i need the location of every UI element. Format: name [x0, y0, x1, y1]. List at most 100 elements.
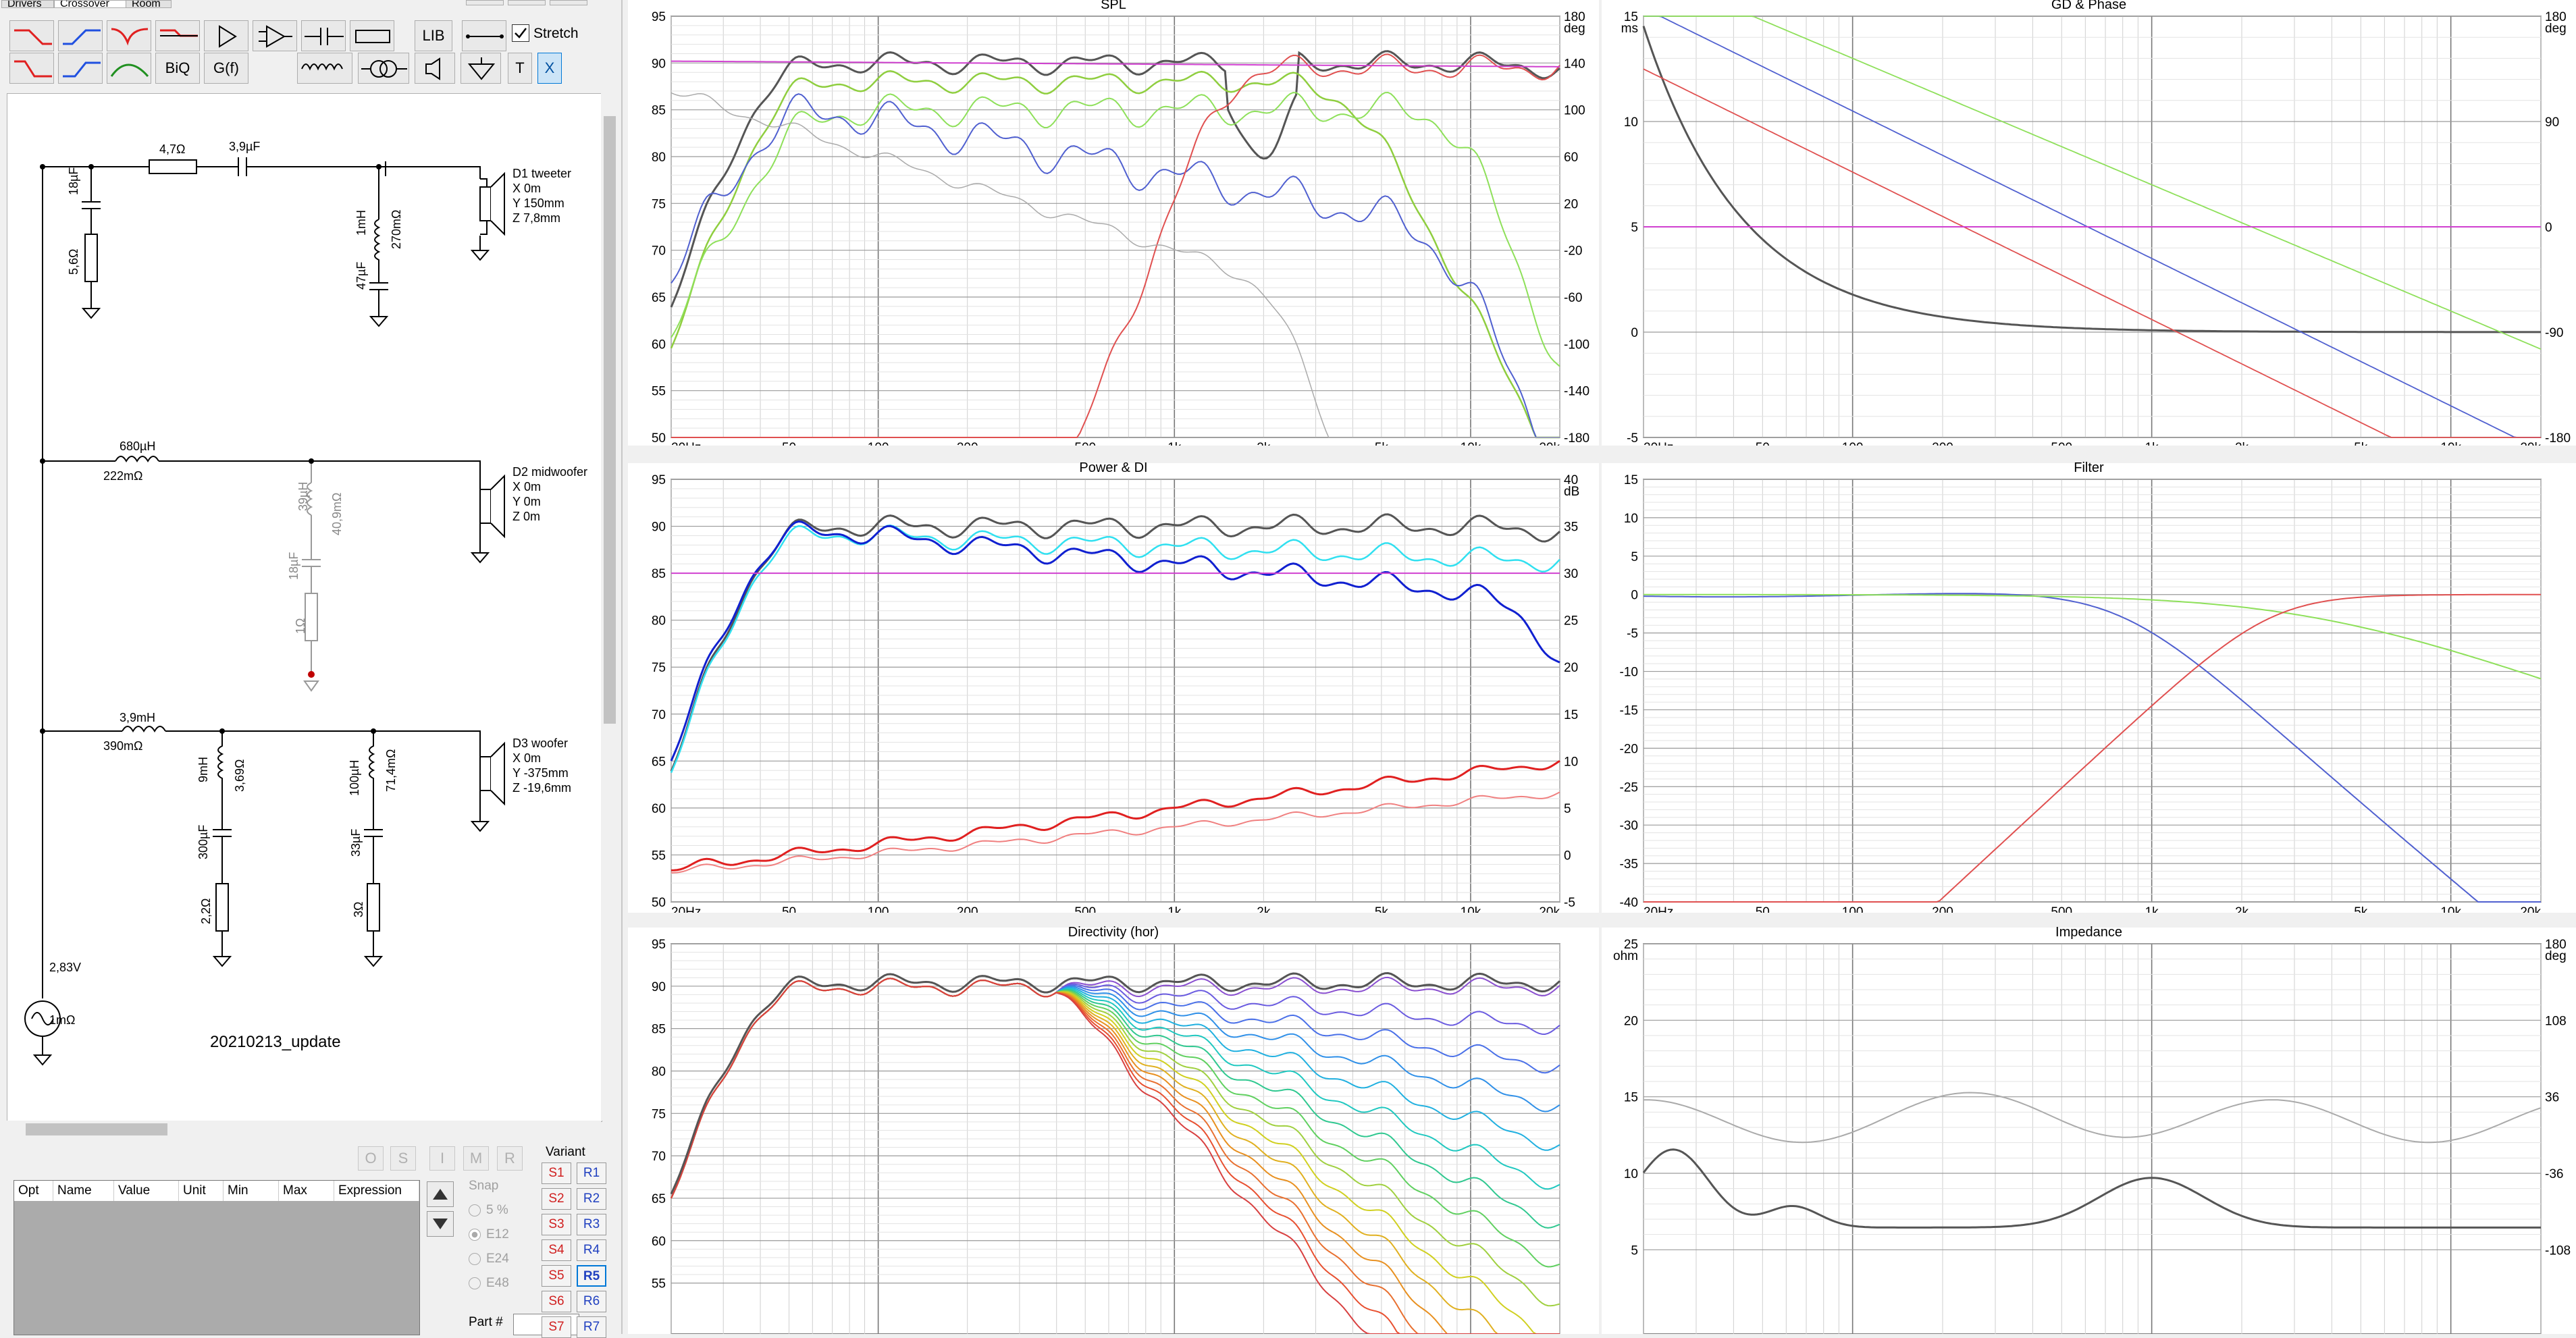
d1-name-label: D1 tweeter [512, 167, 571, 180]
snap-option-e48[interactable]: E48 [469, 1276, 509, 1291]
snap-option-e12[interactable]: E12 [469, 1227, 509, 1242]
highpass-2-button[interactable] [58, 53, 103, 84]
tab-drivers[interactable]: Drivers [1, 0, 54, 8]
hscroll-thumb[interactable] [26, 1123, 167, 1135]
power-di-chart[interactable]: Power & DI 95 90 85 80 75 70 65 60 55 50 40 35 30 25 20… [628, 460, 1599, 919]
variant-recall-r7[interactable]: R7 [577, 1316, 606, 1338]
gf-button[interactable]: G(f) [204, 53, 248, 84]
move-down-button[interactable] [427, 1211, 454, 1237]
y-tick-label: 80 [652, 614, 666, 628]
gd-phase-chart[interactable]: GD & Phase151050-5ms180900-90-180deg20Hz… [1602, 0, 2576, 455]
vscroll-thumb[interactable] [604, 116, 616, 724]
x-tick-label: 500 [1074, 905, 1096, 913]
x-tick-label: 2k [2235, 905, 2249, 913]
transformer-button[interactable] [358, 53, 409, 84]
capacitor-button[interactable] [301, 20, 346, 51]
shelf-button[interactable] [155, 20, 200, 51]
speaker-button[interactable] [415, 53, 455, 84]
ground-button[interactable] [461, 53, 501, 84]
snap-option-e24[interactable]: E24 [469, 1252, 509, 1266]
woofer-sum-curve [670, 70, 1560, 439]
y-tick-label: 70 [652, 708, 666, 722]
y-right-tick-label: 15 [1564, 708, 1578, 722]
y-tick-label: 15 [1624, 1091, 1638, 1105]
y-tick-label: 0 [1631, 589, 1638, 603]
lowpass-2-button[interactable] [9, 53, 54, 84]
variant-recall-r3[interactable]: R3 [577, 1214, 606, 1235]
schematic-vscrollbar[interactable] [601, 93, 619, 1121]
tab-room[interactable]: Room [126, 0, 172, 8]
opt-r-button[interactable]: R [497, 1146, 523, 1171]
l-woofer-label: 3,9mH [120, 711, 155, 724]
spl-chart[interactable]: SPL 95 90 85 80 75 70 65 60 55 50 180 140 100 60 20 -20 -… [628, 0, 1599, 455]
tab-crossover[interactable]: Crossover [54, 0, 127, 8]
variant-recall-r4[interactable]: R4 [577, 1239, 606, 1261]
y-tick-label: 60 [652, 338, 666, 352]
y-tick-label: 5 [1631, 550, 1638, 564]
x-tick-label: 1k [1167, 905, 1182, 913]
biquad-button[interactable]: BiQ [155, 53, 200, 84]
library-button[interactable]: LIB [415, 20, 452, 51]
directivity-chart[interactable]: Directivity (hor) 95 90 85 80 75 70 65 60 55 [628, 925, 1599, 1335]
stretch-checkbox[interactable] [512, 24, 529, 42]
opt-o-button[interactable]: O [358, 1146, 384, 1171]
variant-recall-r6[interactable]: R6 [577, 1291, 606, 1312]
x-tick-label: 20k [1539, 905, 1560, 913]
x-tick-label: 1k [2145, 441, 2159, 446]
x-tick-label: 1k [1167, 441, 1182, 446]
d1-x-label: X 0m [512, 182, 541, 195]
delete-button[interactable]: X [537, 53, 562, 84]
d3-x-label: X 0m [512, 751, 541, 765]
variant-recall-r5[interactable]: R5 [577, 1265, 606, 1287]
variant-save-s4[interactable]: S4 [542, 1239, 571, 1261]
resistor-button[interactable] [350, 20, 394, 51]
schematic-canvas[interactable]: 4,7Ω 3,9µF 18µF 5,6Ω 1mH 270mΩ 47µF D1 t… [7, 93, 602, 1122]
l-woofer-resistance-label: 390mΩ [103, 739, 142, 753]
text-button[interactable]: T [508, 53, 532, 84]
variant-save-s6[interactable]: S6 [542, 1291, 571, 1312]
on-axis-curve [670, 513, 1560, 772]
window-button[interactable] [550, 0, 587, 5]
variant-recall-r2[interactable]: R2 [577, 1188, 606, 1210]
listening-window-curve [670, 525, 1560, 774]
opt-m-button[interactable]: M [463, 1146, 489, 1171]
variant-save-s3[interactable]: S3 [542, 1214, 571, 1235]
impedance-chart[interactable]: Impedance 25 20 15 10 5 ohm 180 108 36 -36 -108 deg [1602, 925, 2576, 1335]
move-up-button[interactable] [427, 1181, 454, 1207]
window-button[interactable] [466, 0, 504, 5]
l-tweeter-label: 1mH [354, 210, 368, 236]
variant-recall-r1[interactable]: R1 [577, 1162, 606, 1184]
variant-save-s1[interactable]: S1 [542, 1162, 571, 1184]
y-right-tick-label: 25 [1564, 614, 1578, 628]
variant-save-s7[interactable]: S7 [542, 1316, 571, 1338]
y-tick-label: 85 [652, 1023, 666, 1037]
window-button[interactable] [508, 0, 546, 5]
y-right-tick-label: 0 [2545, 221, 2552, 235]
variant-label: Variant [546, 1145, 585, 1159]
woofer-phase-curve [1644, 16, 2541, 438]
optimizer-table[interactable]: Opt Name Value Unit Min Max Expression [14, 1180, 420, 1335]
bandpass-button[interactable] [107, 53, 151, 84]
notch-button[interactable] [107, 20, 151, 51]
highpass-1-button[interactable] [58, 20, 103, 51]
c-tweeter-series-label: 3,9µF [229, 140, 260, 153]
variant-save-s2[interactable]: S2 [542, 1188, 571, 1210]
filter-chart[interactable]: Filter 15 10 5 0 -5 -10 -15 -20 -25 -30 -35 -40 20Hz 5… [1602, 460, 2576, 919]
buffer-button[interactable] [204, 20, 248, 51]
total-spl-curve [670, 50, 1560, 308]
schematic-hscrollbar[interactable] [7, 1121, 601, 1138]
wire-button[interactable] [462, 20, 506, 51]
y-tick-label: 90 [652, 520, 666, 535]
variant-save-s5[interactable]: S5 [542, 1265, 571, 1287]
opt-i-button[interactable]: I [429, 1146, 455, 1171]
snap-option-5[interactable]: 5 % [469, 1203, 508, 1218]
y-right-tick-label: 36 [2545, 1091, 2559, 1105]
opt-s-button[interactable]: S [390, 1146, 416, 1171]
y-tick-label: -5 [1627, 431, 1638, 446]
coupled-inductor-button[interactable] [297, 53, 352, 84]
lowpass-1-button[interactable] [9, 20, 54, 51]
y-tick-label: 80 [652, 151, 666, 165]
notch-icon [111, 28, 149, 46]
opamp-button[interactable] [253, 20, 297, 51]
col-max: Max [279, 1181, 334, 1201]
